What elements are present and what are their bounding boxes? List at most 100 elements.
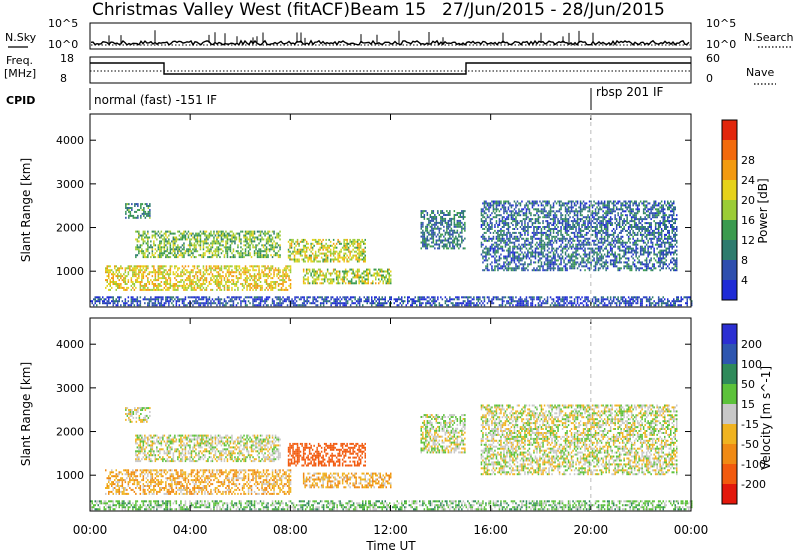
echo-cell <box>178 254 181 257</box>
echo-cell <box>572 231 574 234</box>
echo-cell <box>141 234 143 237</box>
echo-cell <box>199 271 202 274</box>
echo-cell <box>435 219 438 222</box>
echo-cell <box>515 204 517 207</box>
echo-cell <box>181 271 184 274</box>
echo-cell <box>144 203 147 206</box>
echo-cell <box>201 283 203 285</box>
echo-cell <box>641 263 643 266</box>
echo-cell <box>314 270 317 273</box>
echo-cell <box>539 257 541 260</box>
echo-cell <box>118 286 120 289</box>
echo-cell <box>501 204 504 207</box>
echo-cell <box>356 258 359 261</box>
echo-cell <box>279 238 281 241</box>
echo-cell <box>449 223 451 226</box>
echo-cell <box>537 208 540 211</box>
echo-cell <box>358 248 360 251</box>
echo-cell <box>572 237 574 240</box>
echo-cell <box>286 273 289 276</box>
echo-cell <box>548 226 550 228</box>
echo-cell <box>225 275 227 278</box>
echo-cell <box>537 237 540 240</box>
echo-cell <box>270 269 272 272</box>
echo-cell <box>650 257 652 260</box>
echo-cell <box>313 256 315 259</box>
echo-cell <box>343 278 345 281</box>
echo-cell <box>163 265 166 268</box>
echo-cell <box>650 222 652 225</box>
echo-cell <box>506 241 508 244</box>
echo-cell <box>220 230 223 233</box>
echo-cell <box>578 239 580 242</box>
echo-cell <box>237 286 239 289</box>
echo-cell <box>600 229 603 232</box>
echo-cell <box>543 231 546 234</box>
echo-cell <box>183 281 185 283</box>
echo-cell <box>126 267 128 270</box>
echo-cell <box>486 228 489 230</box>
echo-cell <box>355 254 357 257</box>
echo-cell <box>112 279 114 282</box>
echo-cell <box>509 267 511 270</box>
echo-cell <box>537 269 540 272</box>
echo-cell <box>199 284 202 287</box>
echo-cell <box>385 276 387 279</box>
echo-cell <box>546 222 549 225</box>
echo-cell <box>513 220 516 223</box>
echo-cell <box>317 240 320 243</box>
echo-cell <box>447 233 450 236</box>
echo-cell <box>143 214 145 217</box>
echo-cell <box>320 270 323 273</box>
echo-cell <box>422 216 424 218</box>
echo-cell <box>140 207 142 209</box>
echo-cell <box>232 271 235 274</box>
echo-cell <box>450 219 453 222</box>
echo-cell <box>180 254 182 257</box>
echo-cell <box>576 200 579 203</box>
echo-cell <box>289 271 292 274</box>
echo-cell <box>195 246 197 249</box>
echo-cell <box>651 245 654 248</box>
echo-cell <box>426 231 429 234</box>
echo-cell <box>618 267 621 270</box>
echo-cell <box>135 254 137 257</box>
echo-cell <box>629 220 631 223</box>
echo-cell <box>196 275 199 278</box>
echo-cell <box>554 253 556 256</box>
echo-cell <box>307 242 309 245</box>
echo-cell <box>546 241 549 244</box>
echo-cell <box>602 206 604 209</box>
echo-cell <box>641 237 643 240</box>
echo-cell <box>585 241 588 244</box>
echo-cell <box>310 272 312 275</box>
echo-cell <box>560 222 562 225</box>
echo-cell <box>618 208 621 211</box>
echo-cell <box>338 240 341 243</box>
echo-cell <box>515 267 517 270</box>
echo-cell <box>653 257 655 260</box>
echo-cell <box>343 246 345 249</box>
echo-cell <box>135 210 138 213</box>
echo-cell <box>388 278 390 281</box>
echo-cell <box>246 230 248 233</box>
echo-cell <box>130 265 133 268</box>
echo-cell <box>323 276 326 279</box>
echo-cell <box>115 271 117 274</box>
echo-cell <box>525 257 528 260</box>
echo-cell <box>271 248 274 251</box>
echo-cell <box>359 246 362 249</box>
echo-cell <box>606 237 609 240</box>
echo-cell <box>301 238 303 241</box>
echo-cell <box>160 234 163 237</box>
echo-cell <box>253 246 256 249</box>
echo-cell <box>375 268 377 271</box>
echo-cell <box>486 263 489 266</box>
echo-cell <box>647 202 649 205</box>
echo-cell <box>211 246 214 249</box>
echo-cell <box>579 204 582 207</box>
echo-cell <box>537 220 540 223</box>
echo-cell <box>540 204 543 207</box>
echo-cell <box>259 273 262 276</box>
echo-cell <box>422 229 424 232</box>
